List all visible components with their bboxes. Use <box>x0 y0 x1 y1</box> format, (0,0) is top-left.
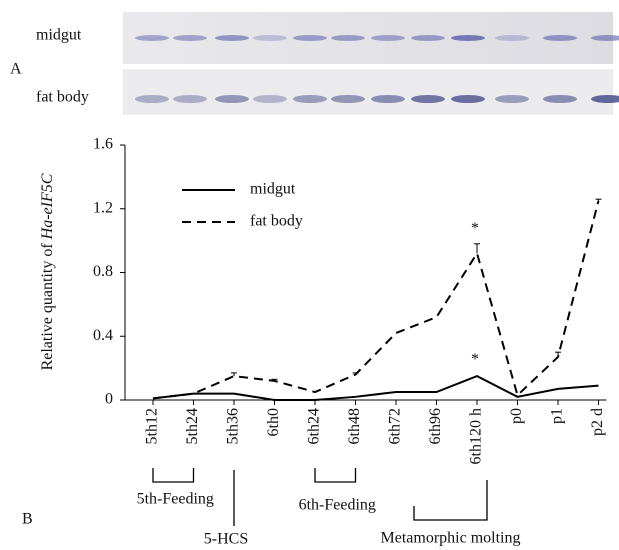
blot-band <box>495 35 529 41</box>
x-tick-label: 5th24 <box>184 408 201 444</box>
x-tick-label: 6th96 <box>427 408 444 444</box>
blot-band <box>215 35 249 41</box>
legend-label: midgut <box>250 181 296 198</box>
group-label: 6th-Feeding <box>299 497 376 514</box>
blot-band <box>411 35 445 41</box>
blot-band <box>173 95 207 103</box>
blot-band <box>411 95 445 103</box>
x-tick-label: 6th0 <box>265 408 282 436</box>
line-series <box>153 376 599 400</box>
blot-band <box>495 95 529 103</box>
error-bar <box>231 373 237 376</box>
blot-band <box>543 95 577 103</box>
blot-label: midgut <box>36 27 82 44</box>
y-tick-label: 0.8 <box>93 263 113 280</box>
significance-star: * <box>471 220 479 237</box>
panel-label: B <box>22 511 33 528</box>
legend-label: fat body <box>250 213 303 230</box>
bracket <box>414 480 487 520</box>
blot-band <box>293 95 327 103</box>
group-label: 5th-Feeding <box>137 491 214 508</box>
y-axis-title-text: Relative quantity of <box>39 243 56 371</box>
blot-band <box>293 35 327 41</box>
bracket <box>315 468 356 482</box>
blot-band <box>543 35 577 41</box>
significance-star: * <box>471 351 479 368</box>
x-tick-label: 5th36 <box>225 408 242 444</box>
x-tick-label: 5th12 <box>144 408 161 444</box>
x-tick-label: p2 d <box>589 408 606 436</box>
x-tick-label: p0 <box>508 408 525 424</box>
x-tick-label: 6th48 <box>346 408 363 444</box>
blot-band <box>331 35 365 41</box>
blot-band <box>253 95 287 103</box>
y-axis-title: Relative quantity of Ha-eIF5C <box>39 173 56 370</box>
blot-band <box>371 95 405 103</box>
y-tick-label: 0 <box>105 391 113 408</box>
blot-band <box>135 95 169 103</box>
group-label: Metamorphic molting <box>381 530 521 547</box>
x-tick-label: 6th120 h <box>468 408 485 464</box>
blot-band <box>173 35 207 41</box>
blot-band <box>215 95 249 103</box>
error-bar <box>596 199 602 201</box>
y-tick-label: 1.2 <box>93 199 113 216</box>
y-tick-label: 0.4 <box>93 327 113 344</box>
group-label: 5-HCS <box>204 531 248 548</box>
x-tick-label: 6th24 <box>306 408 323 444</box>
error-bar <box>474 244 480 254</box>
blot-band <box>451 35 485 41</box>
blot-band <box>331 95 365 103</box>
y-axis-title-gene: Ha-eIF5C <box>39 173 56 240</box>
blot-band <box>451 95 485 103</box>
panel-label: A <box>10 61 22 78</box>
blot-strip <box>123 69 613 115</box>
error-bar <box>555 352 561 357</box>
line-series <box>153 201 599 399</box>
bracket <box>153 468 194 482</box>
x-tick-label: p1 <box>549 408 566 424</box>
blot-band <box>135 35 169 41</box>
figure: midgut A fat body B Relative quantity of… <box>0 0 619 550</box>
x-tick-label: 6th72 <box>387 408 404 444</box>
blot-band <box>253 35 287 41</box>
y-tick-label: 1.6 <box>93 136 113 153</box>
blot-band <box>371 35 405 41</box>
blot-label: fat body <box>36 89 89 106</box>
